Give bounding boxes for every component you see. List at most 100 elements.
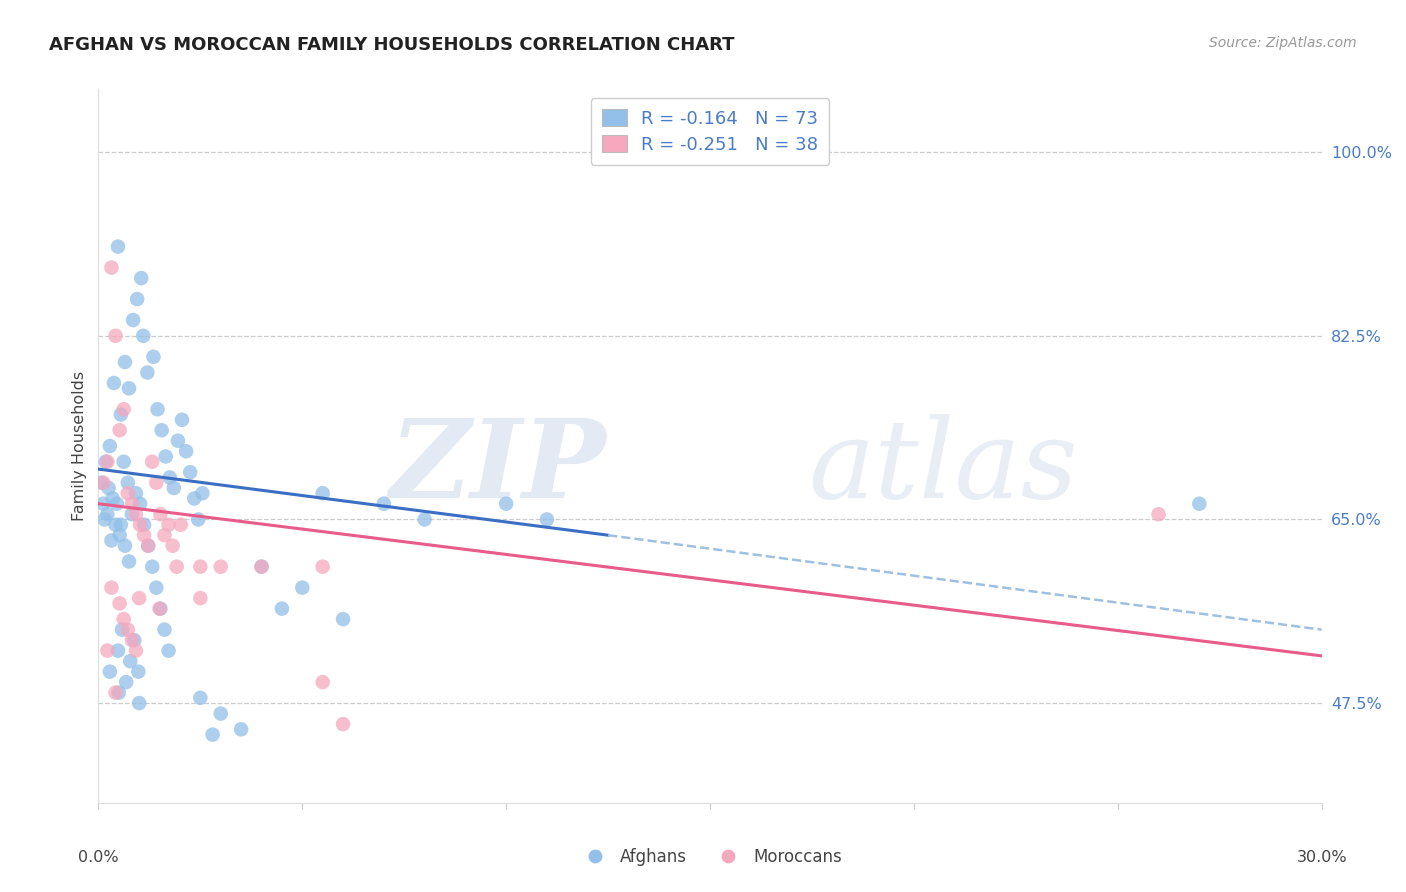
Point (127, 665, 149, 679)
Point (91, 497, 114, 511)
Point (132, 328, 155, 343)
Point (112, 402, 135, 417)
Point (110, 517, 132, 532)
Y-axis label: Family Households: Family Households (72, 371, 87, 521)
Point (145, 475, 167, 490)
Point (1188, 497, 1211, 511)
Point (124, 633, 146, 648)
Point (93, 512, 115, 526)
Point (117, 486, 139, 500)
Point (536, 512, 558, 526)
Point (96, 507, 118, 521)
Point (101, 491, 124, 506)
Point (112, 612, 135, 626)
Point (117, 623, 139, 637)
Point (128, 696, 150, 710)
Point (136, 539, 159, 553)
Point (118, 381, 141, 395)
Point (166, 559, 188, 574)
Point (332, 612, 354, 626)
Point (312, 675, 335, 690)
Point (141, 559, 163, 574)
Point (129, 497, 152, 511)
Point (332, 717, 354, 731)
Point (183, 491, 205, 506)
Point (150, 423, 173, 437)
Point (162, 539, 184, 553)
Point (121, 633, 143, 648)
Point (103, 376, 125, 390)
Point (107, 239, 129, 253)
Point (128, 591, 150, 606)
Point (188, 690, 212, 705)
Point (111, 623, 134, 637)
Point (145, 581, 167, 595)
Point (149, 601, 172, 615)
Point (159, 470, 181, 484)
Point (132, 517, 155, 532)
Point (191, 486, 214, 500)
Point (312, 559, 335, 574)
Point (121, 497, 143, 511)
Point (188, 559, 212, 574)
Point (163, 481, 186, 495)
Point (136, 539, 159, 553)
Point (250, 559, 273, 574)
Point (96, 643, 118, 657)
Point (170, 517, 193, 532)
Point (114, 355, 136, 369)
Point (270, 601, 294, 615)
Point (104, 685, 127, 699)
Point (291, 581, 314, 595)
Point (108, 528, 131, 542)
Point (104, 328, 127, 343)
Point (188, 591, 212, 606)
Point (108, 685, 131, 699)
Point (413, 512, 436, 526)
Point (108, 596, 131, 610)
Text: 30.0%: 30.0% (1296, 850, 1347, 865)
Point (112, 455, 135, 469)
Point (90, 475, 112, 490)
Point (125, 486, 148, 500)
Point (231, 723, 253, 737)
Point (141, 455, 163, 469)
Point (108, 423, 131, 437)
Text: Source: ZipAtlas.com: Source: ZipAtlas.com (1209, 36, 1357, 50)
Point (129, 517, 152, 532)
Point (187, 512, 209, 526)
Point (1147, 507, 1170, 521)
Point (250, 559, 273, 574)
Point (100, 260, 122, 275)
Point (121, 507, 143, 521)
Point (373, 497, 395, 511)
Point (127, 292, 149, 306)
Point (104, 517, 127, 532)
Point (120, 654, 142, 668)
Point (105, 497, 128, 511)
Point (312, 486, 335, 500)
Point (100, 533, 122, 548)
Text: ZIP: ZIP (389, 414, 606, 521)
Point (149, 601, 172, 615)
Point (98, 439, 121, 453)
Legend: Afghans, Moroccans: Afghans, Moroccans (571, 842, 849, 873)
Point (129, 271, 152, 285)
Point (125, 507, 148, 521)
Point (98, 665, 121, 679)
Point (115, 675, 138, 690)
Text: AFGHAN VS MOROCCAN FAMILY HOUSEHOLDS CORRELATION CHART: AFGHAN VS MOROCCAN FAMILY HOUSEHOLDS COR… (49, 36, 735, 54)
Point (209, 706, 232, 721)
Point (495, 497, 517, 511)
Point (146, 402, 169, 417)
Point (97, 481, 120, 495)
Point (125, 643, 148, 657)
Point (157, 643, 180, 657)
Point (209, 559, 232, 574)
Point (107, 643, 129, 657)
Point (96, 455, 118, 469)
Point (91, 475, 114, 490)
Point (117, 475, 139, 490)
Point (132, 528, 155, 542)
Point (100, 581, 122, 595)
